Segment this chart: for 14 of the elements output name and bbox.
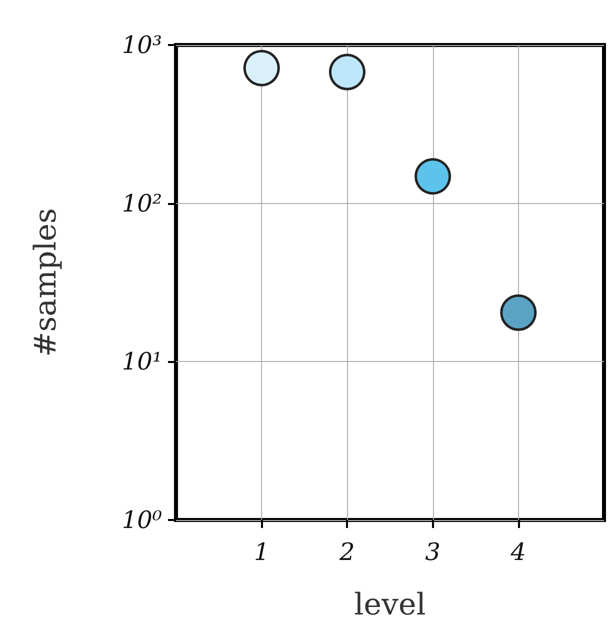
- point: [414, 158, 452, 195]
- x-tick-label: 1: [254, 538, 270, 566]
- point: [243, 50, 280, 86]
- point: [500, 294, 537, 331]
- x-tick-label: 3: [425, 538, 440, 566]
- point: [328, 54, 366, 90]
- y-tick-label: 10³: [122, 31, 162, 59]
- x-tick-label: 4: [510, 538, 526, 566]
- y-tick-label: 10⁰: [122, 506, 162, 534]
- y-axis-title: #samples: [28, 208, 64, 357]
- x-tick-label: 2: [338, 538, 355, 566]
- y-tick-label: 10²: [122, 189, 162, 218]
- x-axis-title: level: [354, 588, 426, 622]
- y-tick-label: 10¹: [122, 348, 162, 376]
